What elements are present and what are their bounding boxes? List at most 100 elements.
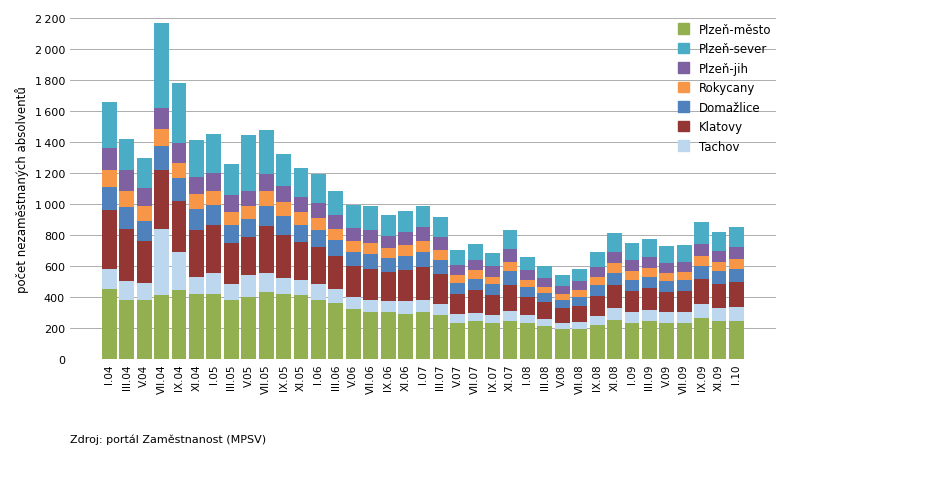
- Bar: [432, 238, 447, 251]
- Bar: [728, 269, 744, 282]
- Bar: [467, 271, 482, 279]
- Bar: [728, 282, 744, 307]
- Bar: [346, 228, 360, 241]
- Bar: [171, 144, 187, 163]
- Bar: [102, 289, 117, 359]
- Bar: [293, 296, 308, 359]
- Legend: Plzeň-město, Plzeň-sever, Plzeň-jih, Rokycany, Domažlice, Klatovy, Tachov: Plzeň-město, Plzeň-sever, Plzeň-jih, Rok…: [672, 19, 775, 158]
- Bar: [572, 282, 586, 290]
- Bar: [346, 205, 360, 228]
- Bar: [589, 268, 604, 278]
- Bar: [346, 310, 360, 359]
- Bar: [137, 207, 151, 221]
- Bar: [415, 252, 430, 268]
- Bar: [450, 324, 465, 359]
- Bar: [450, 283, 465, 294]
- Bar: [363, 254, 378, 269]
- Bar: [659, 292, 673, 312]
- Bar: [188, 195, 204, 210]
- Bar: [276, 203, 290, 216]
- Bar: [606, 264, 622, 273]
- Bar: [154, 130, 169, 146]
- Bar: [310, 300, 326, 359]
- Bar: [537, 267, 552, 278]
- Bar: [554, 329, 569, 359]
- Bar: [606, 234, 622, 252]
- Bar: [171, 201, 187, 252]
- Bar: [589, 252, 604, 268]
- Bar: [398, 301, 412, 314]
- Bar: [276, 216, 290, 235]
- Bar: [450, 251, 465, 265]
- Bar: [520, 287, 534, 297]
- Bar: [346, 241, 360, 252]
- Bar: [380, 272, 395, 301]
- Bar: [485, 277, 500, 285]
- Bar: [276, 294, 290, 359]
- Bar: [224, 212, 238, 225]
- Bar: [728, 307, 744, 322]
- Bar: [432, 275, 447, 304]
- Bar: [711, 232, 725, 252]
- Bar: [676, 312, 691, 324]
- Bar: [728, 259, 744, 269]
- Bar: [467, 313, 482, 322]
- Bar: [328, 289, 343, 303]
- Bar: [398, 245, 412, 256]
- Bar: [485, 253, 500, 267]
- Bar: [346, 297, 360, 310]
- Bar: [537, 287, 552, 293]
- Bar: [711, 308, 725, 322]
- Bar: [224, 225, 238, 244]
- Bar: [642, 277, 656, 288]
- Bar: [119, 171, 134, 191]
- Bar: [241, 238, 256, 276]
- Bar: [293, 213, 308, 225]
- Bar: [293, 242, 308, 280]
- Bar: [363, 300, 378, 312]
- Bar: [276, 235, 290, 278]
- Bar: [310, 218, 326, 230]
- Bar: [520, 280, 534, 287]
- Bar: [328, 215, 343, 229]
- Bar: [659, 273, 673, 282]
- Bar: [137, 300, 151, 359]
- Bar: [659, 324, 673, 359]
- Bar: [380, 312, 395, 359]
- Text: Zdroj: portál Zaměstnanost (MPSV): Zdroj: portál Zaměstnanost (MPSV): [69, 433, 266, 444]
- Bar: [450, 276, 465, 283]
- Bar: [467, 244, 482, 260]
- Bar: [224, 165, 238, 196]
- Bar: [728, 248, 744, 259]
- Bar: [363, 269, 378, 300]
- Bar: [310, 285, 326, 300]
- Bar: [259, 131, 273, 174]
- Bar: [450, 294, 465, 315]
- Bar: [102, 149, 117, 170]
- Bar: [659, 263, 673, 273]
- Bar: [432, 304, 447, 315]
- Bar: [502, 262, 517, 272]
- Bar: [693, 256, 708, 266]
- Bar: [554, 324, 569, 329]
- Bar: [188, 230, 204, 277]
- Bar: [502, 272, 517, 286]
- Bar: [363, 312, 378, 359]
- Bar: [450, 265, 465, 276]
- Bar: [137, 241, 151, 283]
- Bar: [310, 204, 326, 218]
- Bar: [363, 207, 378, 230]
- Bar: [328, 256, 343, 289]
- Bar: [171, 163, 187, 179]
- Bar: [467, 322, 482, 359]
- Bar: [606, 309, 622, 320]
- Bar: [154, 24, 169, 108]
- Bar: [432, 217, 447, 238]
- Bar: [293, 280, 308, 296]
- Bar: [589, 296, 604, 316]
- Bar: [154, 170, 169, 229]
- Bar: [380, 301, 395, 312]
- Bar: [676, 262, 691, 272]
- Bar: [624, 261, 639, 272]
- Bar: [207, 135, 221, 173]
